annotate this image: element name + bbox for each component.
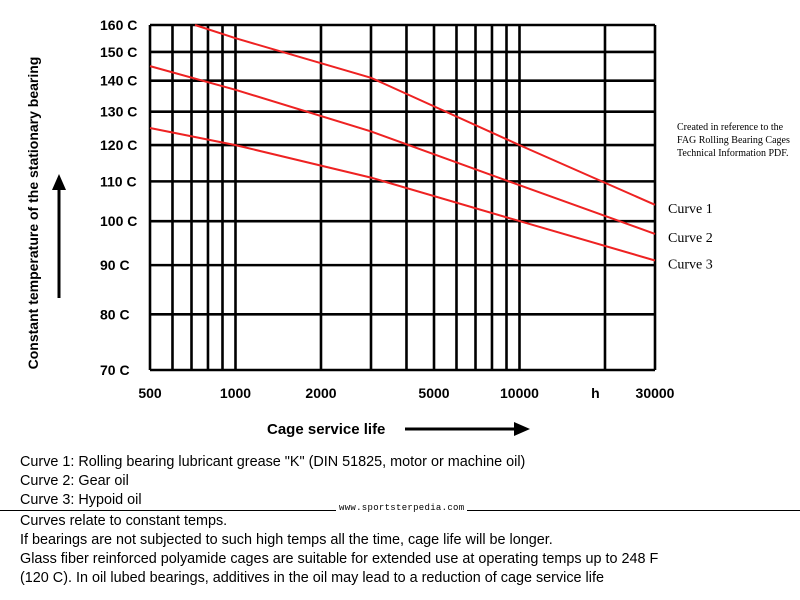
tick-labels: 70 C 80 C 90 C 100 C 110 C 120 C 130 C 140 C 150… xyxy=(100,17,675,401)
y-tick-label: 120 C xyxy=(100,137,137,153)
watermark: www.sportsterpedia.com xyxy=(336,503,468,513)
series-label-1: Curve 1 xyxy=(668,202,713,217)
series-label-2: Curve 2 xyxy=(668,231,713,246)
y-tick-label: 70 C xyxy=(100,362,130,378)
series-line-1 xyxy=(194,24,656,206)
watermark-text: www.sportsterpedia.com xyxy=(336,503,468,513)
footer-line: Curve 2: Gear oil xyxy=(20,473,129,489)
series-label-3: Curve 3 xyxy=(668,258,713,273)
footer-line: Curves relate to constant temps. xyxy=(20,513,228,529)
y-tick-label: 140 C xyxy=(100,73,137,89)
grid xyxy=(148,23,657,372)
x-tick-label: 5000 xyxy=(418,385,449,401)
y-tick-label: 130 C xyxy=(100,104,137,120)
x-unit-label: h xyxy=(591,385,600,401)
x-tick-label: 500 xyxy=(138,385,162,401)
x-tick-label: 10000 xyxy=(500,385,539,401)
footer-line: (120 C). In oil lubed bearings, additive… xyxy=(20,570,604,586)
x-tick-label: 2000 xyxy=(305,385,336,401)
y-tick-label: 110 C xyxy=(100,173,137,189)
series-line-3 xyxy=(149,127,656,262)
y-tick-label: 100 C xyxy=(100,213,137,229)
y-tick-label: 160 C xyxy=(100,17,137,33)
footer-line: Curve 1: Rolling bearing lubricant greas… xyxy=(20,454,526,470)
series-line-2 xyxy=(149,65,656,235)
curve-labels: Curve 1 Curve 2 Curve 3 xyxy=(668,202,713,273)
footer-line: If bearings are not subjected to such hi… xyxy=(20,532,553,548)
x-tick-label: 1000 xyxy=(220,385,251,401)
y-tick-label: 80 C xyxy=(100,306,130,322)
y-tick-label: 150 C xyxy=(100,44,137,60)
y-tick-label: 90 C xyxy=(100,257,130,273)
x-axis-label: Cage service life xyxy=(267,421,385,438)
curves xyxy=(149,24,656,262)
y-arrow-head xyxy=(52,174,66,190)
y-axis-label: Constant temperature of the stationary b… xyxy=(25,57,41,370)
footer-line: Glass fiber reinforced polyamide cages a… xyxy=(20,551,659,567)
footer-notes: Curve 1: Rolling bearing lubricant greas… xyxy=(20,453,795,588)
reference-note: Created in reference to the FAG Rolling … xyxy=(677,122,790,159)
x-arrow-head xyxy=(514,422,530,436)
x-tick-label: 30000 xyxy=(636,385,675,401)
footer-line: Curve 3: Hypoid oil xyxy=(20,492,142,508)
